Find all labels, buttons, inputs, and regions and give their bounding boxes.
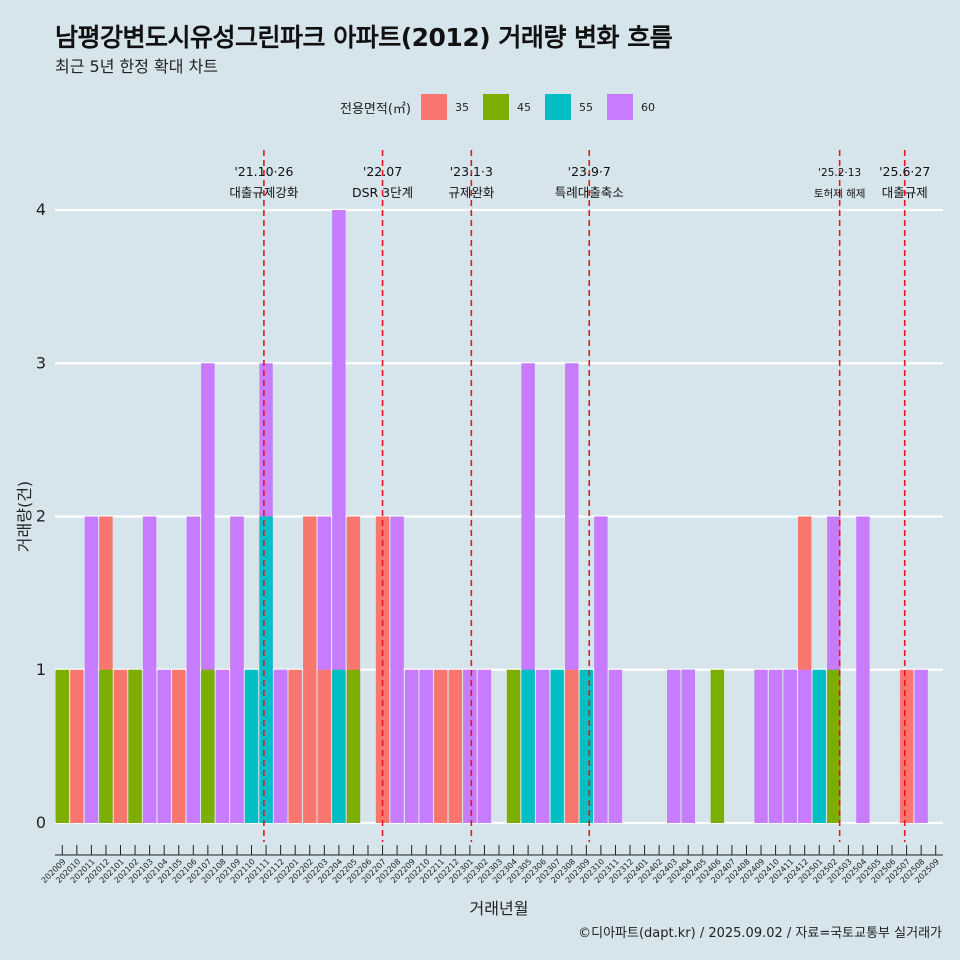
bar-202102-45 <box>128 669 142 823</box>
bar-202103-60 <box>142 516 157 823</box>
legend-label-60: 60 <box>640 100 655 114</box>
bar-202203-35 <box>317 669 332 823</box>
bar-202502-45 <box>827 669 841 823</box>
bar-202207-35 <box>375 516 390 823</box>
bar-202310-60 <box>594 516 608 823</box>
bar-202411-60 <box>783 669 797 823</box>
bar-202301-60 <box>463 669 477 823</box>
bar-202011-60 <box>84 516 99 823</box>
bar-202508-60 <box>914 669 928 823</box>
bar-202309-55 <box>579 669 594 823</box>
annotation-text: DSR 3단계 <box>352 185 413 200</box>
bar-202104-60 <box>157 669 171 823</box>
bar-202201-35 <box>288 669 302 823</box>
bar-202507-35 <box>899 669 914 823</box>
legend-item-55: 55 <box>544 94 601 120</box>
y-tick-label: 0 <box>36 813 46 832</box>
bar-202108-60 <box>215 669 230 823</box>
legend-label-45: 45 <box>516 100 531 114</box>
legend: 전용면적(㎡) 35 45 55 60 <box>340 93 669 121</box>
bar-202209-60 <box>404 669 419 823</box>
annotation-date: '22.07 <box>363 164 402 179</box>
bar-202211-35 <box>434 669 448 823</box>
bar-202501-55 <box>812 669 826 823</box>
bar-202304-45 <box>506 669 521 823</box>
bar-202202-35 <box>303 516 317 823</box>
annotation-text: 특례대출축소 <box>555 185 624 200</box>
annotation-text: 대출규제강화 <box>229 185 299 200</box>
y-tick-label: 4 <box>36 200 46 219</box>
bar-202308-35 <box>565 669 579 823</box>
bar-202204-55 <box>332 669 346 823</box>
legend-swatch-60 <box>606 94 633 120</box>
bar-202212-35 <box>448 669 463 823</box>
legend-title: 전용면적(㎡) <box>340 101 411 117</box>
annotation-date: '23.9·7 <box>568 164 611 179</box>
bar-202105-35 <box>172 669 186 823</box>
bar-202504-60 <box>856 516 870 823</box>
legend-swatch-35 <box>420 94 447 120</box>
bar-202110-55 <box>244 669 259 823</box>
bar-202305-55 <box>521 669 535 823</box>
bar-202302-60 <box>477 669 492 823</box>
bar-202009-45 <box>55 669 69 823</box>
legend-swatch-45 <box>482 94 509 120</box>
bar-202111-55 <box>259 516 273 823</box>
bar-202101-35 <box>113 669 128 823</box>
bar-202010-35 <box>70 669 84 823</box>
bar-202109-60 <box>230 516 244 823</box>
bar-202106-60 <box>186 516 200 823</box>
bar-202410-60 <box>768 669 783 823</box>
annotation-date: '25.6·27 <box>879 164 930 179</box>
legend-item-35: 35 <box>420 94 477 120</box>
legend-item-60: 60 <box>606 94 663 120</box>
page-subtitle: 최근 5년 한정 확대 차트 <box>55 57 219 76</box>
annotation-text: 토허제 해제 <box>814 187 866 200</box>
page-title: 남평강변도시유성그린파크 아파트(2012) 거래량 변화 흐름 <box>55 23 673 52</box>
bar-202404-60 <box>681 669 695 823</box>
bar-202210-60 <box>419 669 433 823</box>
legend-label-55: 55 <box>578 100 593 114</box>
annotation-text: 대출규제 <box>882 185 928 200</box>
annotation-date: '23.1·3 <box>450 164 493 179</box>
legend-label-35: 35 <box>454 100 469 114</box>
bar-202311-60 <box>608 669 623 823</box>
bar-202403-60 <box>666 669 681 823</box>
y-axis-title: 거래량(건) <box>15 481 34 552</box>
bar-202406-45 <box>710 669 725 823</box>
legend-swatch-55 <box>544 94 571 120</box>
bar-202409-60 <box>754 669 768 823</box>
bar-202205-45 <box>346 669 361 823</box>
bar-202107-45 <box>201 669 215 823</box>
y-tick-label: 3 <box>36 353 46 372</box>
annotation-date: '25.2·13 <box>818 167 861 179</box>
bar-202412-60 <box>798 669 812 823</box>
source-caption: ©디아파트(dapt.kr) / 2025.09.02 / 자료=국토교통부 실… <box>578 926 942 941</box>
x-axis-title: 거래년월 <box>470 899 529 918</box>
bar-202208-60 <box>390 516 404 823</box>
annotation-text: 규제완화 <box>448 185 495 200</box>
legend-item-45: 45 <box>482 94 539 120</box>
bar-202012-45 <box>99 669 113 823</box>
bar-202112-60 <box>273 669 288 823</box>
bar-202306-60 <box>535 669 550 823</box>
bar-202307-55 <box>550 669 564 823</box>
annotation-date: '21.10·26 <box>234 164 293 179</box>
y-tick-label: 2 <box>36 507 46 526</box>
y-tick-label: 1 <box>36 660 46 679</box>
